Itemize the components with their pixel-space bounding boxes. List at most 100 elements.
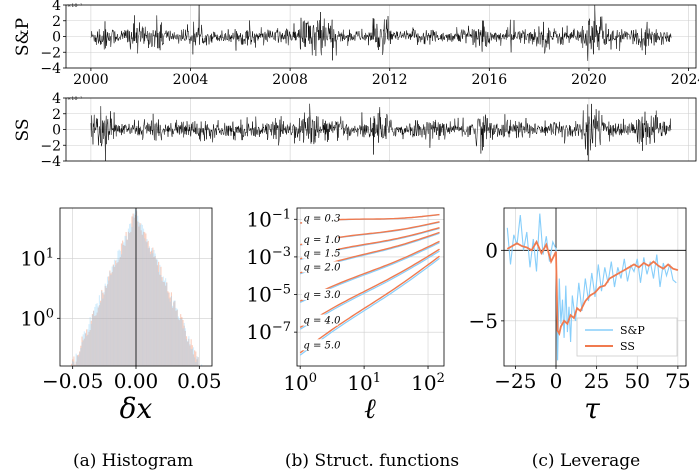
y-tick-label: 0 — [52, 123, 61, 139]
histogram-bar — [94, 316, 96, 366]
histogram-bar — [176, 308, 178, 366]
structure-functions-xlabel: ℓ — [364, 392, 376, 425]
histogram-bar — [148, 247, 150, 366]
histogram-bar — [116, 263, 118, 366]
histogram-bar — [91, 313, 94, 366]
histogram-bar — [73, 361, 75, 366]
y-tick-label: −2 — [40, 138, 61, 154]
histogram-bar — [197, 357, 199, 366]
histogram-bar — [103, 294, 105, 366]
histogram-bar — [109, 271, 111, 366]
histogram-bar — [129, 223, 131, 366]
y-tick-label: 4 — [52, 0, 61, 14]
leverage-xlabel: τ — [584, 392, 600, 425]
histogram-bar — [184, 330, 186, 366]
histogram-bar — [170, 296, 172, 366]
histogram-bar — [81, 336, 83, 366]
histogram-bar — [156, 259, 159, 366]
histogram-bar — [149, 251, 152, 366]
histogram-bar — [113, 266, 116, 366]
histogram-bar — [132, 213, 134, 366]
x-tick-label: 2016 — [471, 72, 507, 88]
histogram-bar — [108, 280, 110, 366]
histogram-bar — [187, 341, 189, 366]
histogram-bar — [141, 234, 143, 366]
histogram-bar — [180, 314, 182, 366]
histogram-bar — [126, 239, 128, 366]
y-tick-label: 0 — [52, 30, 61, 46]
histogram-bar — [155, 259, 157, 366]
histogram-caption: (a) Histogram — [73, 451, 193, 471]
histogram-bar — [75, 353, 77, 366]
x-tick-label: 75 — [665, 369, 690, 393]
histogram-bar — [104, 285, 106, 366]
histogram-bar — [192, 354, 195, 366]
histogram-bar — [77, 354, 80, 366]
leverage-legend: S&P SS — [576, 317, 678, 357]
histogram-bar — [100, 302, 102, 366]
histogram-bar — [75, 361, 77, 366]
histogram-bar — [190, 339, 192, 366]
x-tick-label: −25 — [494, 369, 536, 393]
histogram-bar — [140, 223, 142, 366]
histogram-bar — [103, 292, 105, 366]
histogram-bar — [73, 356, 75, 366]
histogram-bar — [131, 227, 133, 366]
histogram-bar — [175, 310, 177, 366]
histogram-bar — [145, 233, 147, 366]
histogram-bar — [184, 328, 186, 366]
histogram-bar — [117, 262, 119, 366]
histogram-bar — [130, 231, 132, 366]
histogram-bar — [70, 363, 73, 366]
x-tick-label: 2024 — [671, 72, 699, 88]
histogram-bar — [136, 211, 138, 366]
legend-box — [576, 317, 678, 357]
sp-timeseries-panel: 420−2−4 2000 2004 2008 2012 2016 2020 2024 ×10… — [13, 0, 699, 88]
ss-leverage-line — [506, 239, 679, 337]
y-tick-label: −4 — [40, 154, 61, 170]
histogram-bar — [148, 246, 150, 366]
histogram-bar — [177, 316, 179, 366]
q-label-bg — [302, 233, 339, 245]
histogram-bar — [176, 309, 178, 366]
structure-function-curve — [299, 255, 440, 354]
histogram-bar — [151, 250, 153, 366]
q-label: q = 2.0 — [303, 262, 341, 273]
histogram-bar — [189, 345, 191, 366]
ss-ylabel: SS — [13, 119, 33, 142]
x-tick-label: 50 — [625, 369, 650, 393]
histogram-bar — [174, 301, 176, 366]
histogram-bar — [147, 248, 149, 366]
histogram-bar — [84, 332, 87, 366]
histogram-bar — [87, 329, 89, 366]
histogram-bar — [118, 259, 120, 366]
histogram-bar — [94, 306, 96, 366]
histogram-bar — [142, 231, 145, 366]
histogram-bar — [174, 300, 176, 366]
histogram-bar — [132, 216, 134, 366]
histogram-bar — [187, 341, 189, 366]
histogram-bar — [111, 271, 113, 366]
histogram-bar — [122, 244, 124, 366]
histogram-bar — [84, 333, 87, 366]
histogram-bar — [123, 242, 125, 366]
histogram-bar — [144, 238, 146, 366]
histogram-bar — [138, 222, 140, 366]
x-tick-label: 2012 — [372, 72, 408, 88]
histogram-bar — [112, 265, 114, 366]
histogram-bar — [124, 245, 126, 366]
histogram-bar — [147, 240, 149, 366]
histogram-bar — [183, 325, 185, 366]
histogram-bar — [185, 339, 188, 366]
histogram-bar — [88, 331, 90, 366]
histogram-bar — [178, 320, 181, 366]
histogram-bar — [90, 320, 92, 366]
histogram-bar — [126, 240, 128, 366]
histogram-bar — [152, 247, 154, 366]
histogram-bar — [122, 240, 124, 366]
histogram-bar — [165, 278, 167, 366]
histogram-bar — [163, 280, 166, 366]
histogram-bar — [98, 295, 100, 366]
histogram-bar — [79, 352, 81, 366]
histogram-bar — [158, 261, 160, 366]
